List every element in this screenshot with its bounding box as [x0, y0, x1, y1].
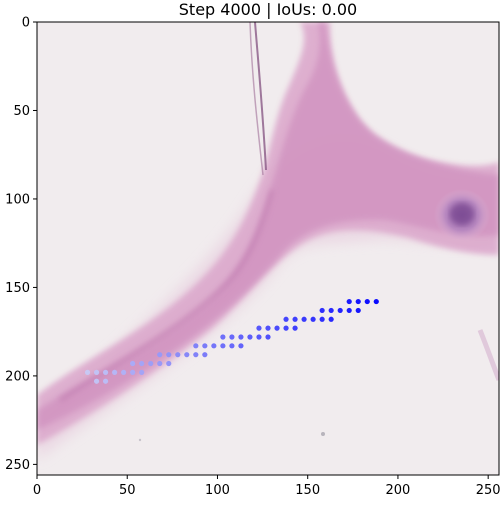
scatter-point: [319, 316, 325, 322]
chart-title: Step 4000 | IoUs: 0.00: [179, 0, 357, 19]
x-tick-label: 150: [295, 483, 320, 498]
scatter-point: [121, 369, 127, 375]
scatter-point: [238, 334, 244, 340]
scatter-point: [157, 360, 163, 367]
scatter-point: [328, 316, 334, 322]
scatter-point: [292, 316, 298, 322]
scatter-point: [247, 334, 253, 340]
scatter-point: [148, 360, 154, 367]
scatter-point: [319, 307, 325, 314]
scatter-point: [202, 352, 208, 358]
scatter-point: [220, 343, 226, 349]
scatter-point: [346, 307, 352, 314]
scatter-point: [112, 369, 118, 375]
x-tick-label: 100: [205, 483, 230, 498]
scatter-point: [346, 298, 352, 305]
scatter-point: [256, 334, 262, 340]
scatter-point: [184, 352, 190, 358]
scatter-point: [283, 316, 289, 322]
points-layer: [84, 298, 379, 384]
scatter-point: [229, 343, 235, 349]
scatter-point: [139, 360, 145, 367]
scatter-point: [93, 378, 100, 384]
scatter-point: [373, 298, 379, 305]
scatter-point: [292, 325, 298, 331]
scatter-point: [84, 369, 91, 375]
tissue-image: [37, 22, 499, 475]
scatter-point: [301, 316, 307, 322]
scatter-point: [265, 334, 271, 340]
axes-frame: [36, 21, 500, 476]
scatter-point: [193, 343, 199, 349]
scatter-point: [364, 298, 370, 305]
scatter-point: [166, 360, 172, 367]
scatter-point: [355, 307, 361, 314]
scatter-point: [166, 352, 172, 358]
scatter-point: [93, 369, 100, 375]
scatter-point: [256, 325, 262, 331]
scatter-point: [202, 343, 208, 349]
scatter-point: [220, 334, 226, 340]
x-tick-label: 200: [386, 483, 411, 498]
scatter-point: [274, 325, 280, 331]
scatter-point: [175, 352, 181, 358]
scatter-point: [139, 369, 145, 375]
scatter-point: [265, 325, 271, 331]
scatter-point: [102, 369, 109, 375]
scatter-point: [102, 378, 109, 384]
scatter-point: [355, 298, 361, 305]
scatter-point: [337, 307, 343, 314]
x-tick-label: 0: [33, 483, 41, 498]
scatter-point: [211, 343, 217, 349]
y-tick-label: 200: [5, 369, 30, 384]
y-tick-label: 100: [5, 192, 30, 207]
scatter-point: [130, 369, 136, 375]
y-tick-label: 150: [5, 281, 30, 296]
x-tick-label: 250: [476, 483, 501, 498]
y-tick-label: 50: [13, 104, 30, 119]
y-tick-label: 250: [5, 458, 30, 473]
scatter-point: [238, 343, 244, 349]
y-tick-label: 0: [22, 16, 30, 31]
scatter-point: [283, 325, 289, 331]
scatter-point: [193, 352, 199, 358]
x-tick-label: 50: [119, 483, 136, 498]
scatter-point: [229, 334, 235, 340]
scatter-point: [130, 360, 136, 367]
scatter-point: [328, 307, 334, 314]
scatter-point: [157, 352, 163, 358]
scatter-point: [310, 316, 316, 322]
